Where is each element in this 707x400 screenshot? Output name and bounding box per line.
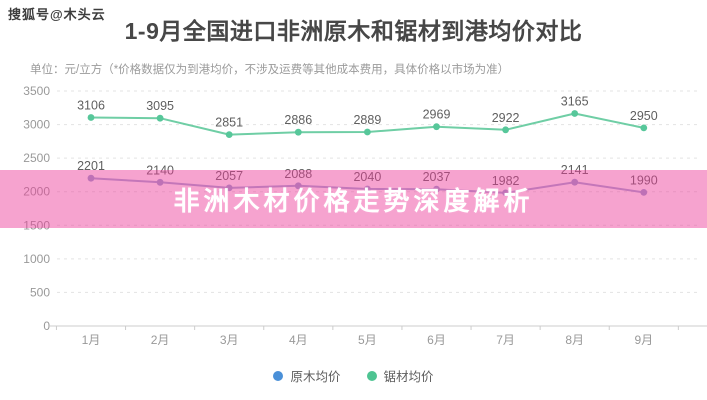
data-point: [640, 189, 648, 196]
data-point: [294, 182, 302, 190]
data-point: [294, 128, 302, 136]
data-point: [433, 123, 440, 131]
data-point: [156, 178, 164, 186]
promo-banner-text: 非洲木材价格走势深度解析: [173, 185, 534, 216]
legend-item-jucai[interactable]: 锯材均价: [366, 366, 434, 385]
x-axis-month-label: 9月: [634, 333, 653, 347]
x-axis-month-label: 8月: [565, 333, 584, 347]
data-point: [571, 110, 579, 117]
data-point: [225, 131, 233, 139]
x-axis-month-label: 4月: [289, 333, 308, 347]
data-point-value-label: 2922: [492, 111, 520, 125]
data-point-value-label: 1990: [630, 173, 658, 187]
y-axis-tick-label: 500: [30, 285, 50, 299]
y-axis-tick-label: 2500: [23, 151, 50, 165]
legend-item-yuanmu[interactable]: 原木均价: [273, 366, 341, 385]
promo-banner-overlay: 非洲木材价格走势深度解析: [0, 170, 707, 228]
data-point-value-label: 2140: [146, 163, 174, 177]
y-axis-tick-label: 3000: [23, 118, 50, 132]
data-point-value-label: 2088: [284, 167, 312, 181]
x-axis-month-label: 3月: [220, 333, 239, 347]
data-point-value-label: 3165: [561, 95, 589, 109]
chart-title: 1-9月全国进口非洲原木和锯材到港均价对比: [124, 18, 583, 44]
data-point: [502, 126, 509, 134]
x-axis-month-label: 5月: [358, 333, 377, 347]
x-axis-month-label: 2月: [151, 333, 170, 347]
x-axis-month-label: 1月: [82, 333, 101, 347]
data-point-value-label: 2886: [284, 113, 312, 127]
data-point: [364, 185, 371, 193]
data-point-value-label: 2201: [77, 159, 105, 173]
data-point-value-label: 2851: [215, 116, 243, 130]
data-point: [640, 124, 648, 132]
data-point: [156, 114, 164, 122]
data-point-value-label: 2057: [215, 169, 243, 183]
data-point-value-label: 2950: [630, 109, 658, 123]
data-point-value-label: 2889: [353, 113, 381, 127]
legend-item-label: 原木均价: [290, 370, 341, 384]
data-point-value-label: 3095: [146, 99, 174, 113]
watermark-sohu-account: 搜狐号@木头云: [8, 7, 106, 22]
y-axis-tick-label: 2000: [23, 185, 50, 199]
data-point-value-label: 2969: [423, 108, 451, 122]
y-axis-tick-label: 0: [43, 319, 50, 333]
legend-item-label: 锯材均价: [383, 370, 434, 384]
data-point: [225, 184, 233, 192]
x-axis-month-label: 6月: [427, 333, 446, 347]
data-point: [87, 114, 95, 121]
data-point-value-label: 2040: [353, 170, 381, 184]
y-axis-tick-label: 1000: [23, 252, 50, 266]
data-point: [571, 178, 579, 186]
y-axis-tick-label: 3500: [23, 84, 50, 98]
chart-legend: 原木均价 锯材均价: [0, 366, 707, 385]
y-axis-tick-label: 1500: [23, 218, 50, 232]
data-point-value-label: 3106: [77, 99, 105, 113]
legend-dot-icon: [273, 370, 284, 381]
data-point-value-label: 2141: [561, 163, 589, 177]
data-point: [433, 185, 440, 193]
data-point: [502, 189, 509, 197]
data-point-value-label: 1982: [492, 174, 520, 188]
legend-dot-icon: [366, 370, 377, 381]
data-point-value-label: 2037: [423, 170, 451, 184]
x-axis-month-label: 7月: [496, 333, 515, 347]
chart-subtitle-unit-note: 单位：元/立方（*价格数据仅为到港均价，不涉及运费等其他成本费用，具体价格以市场…: [30, 64, 510, 76]
data-point: [87, 174, 95, 182]
data-point: [364, 128, 371, 136]
